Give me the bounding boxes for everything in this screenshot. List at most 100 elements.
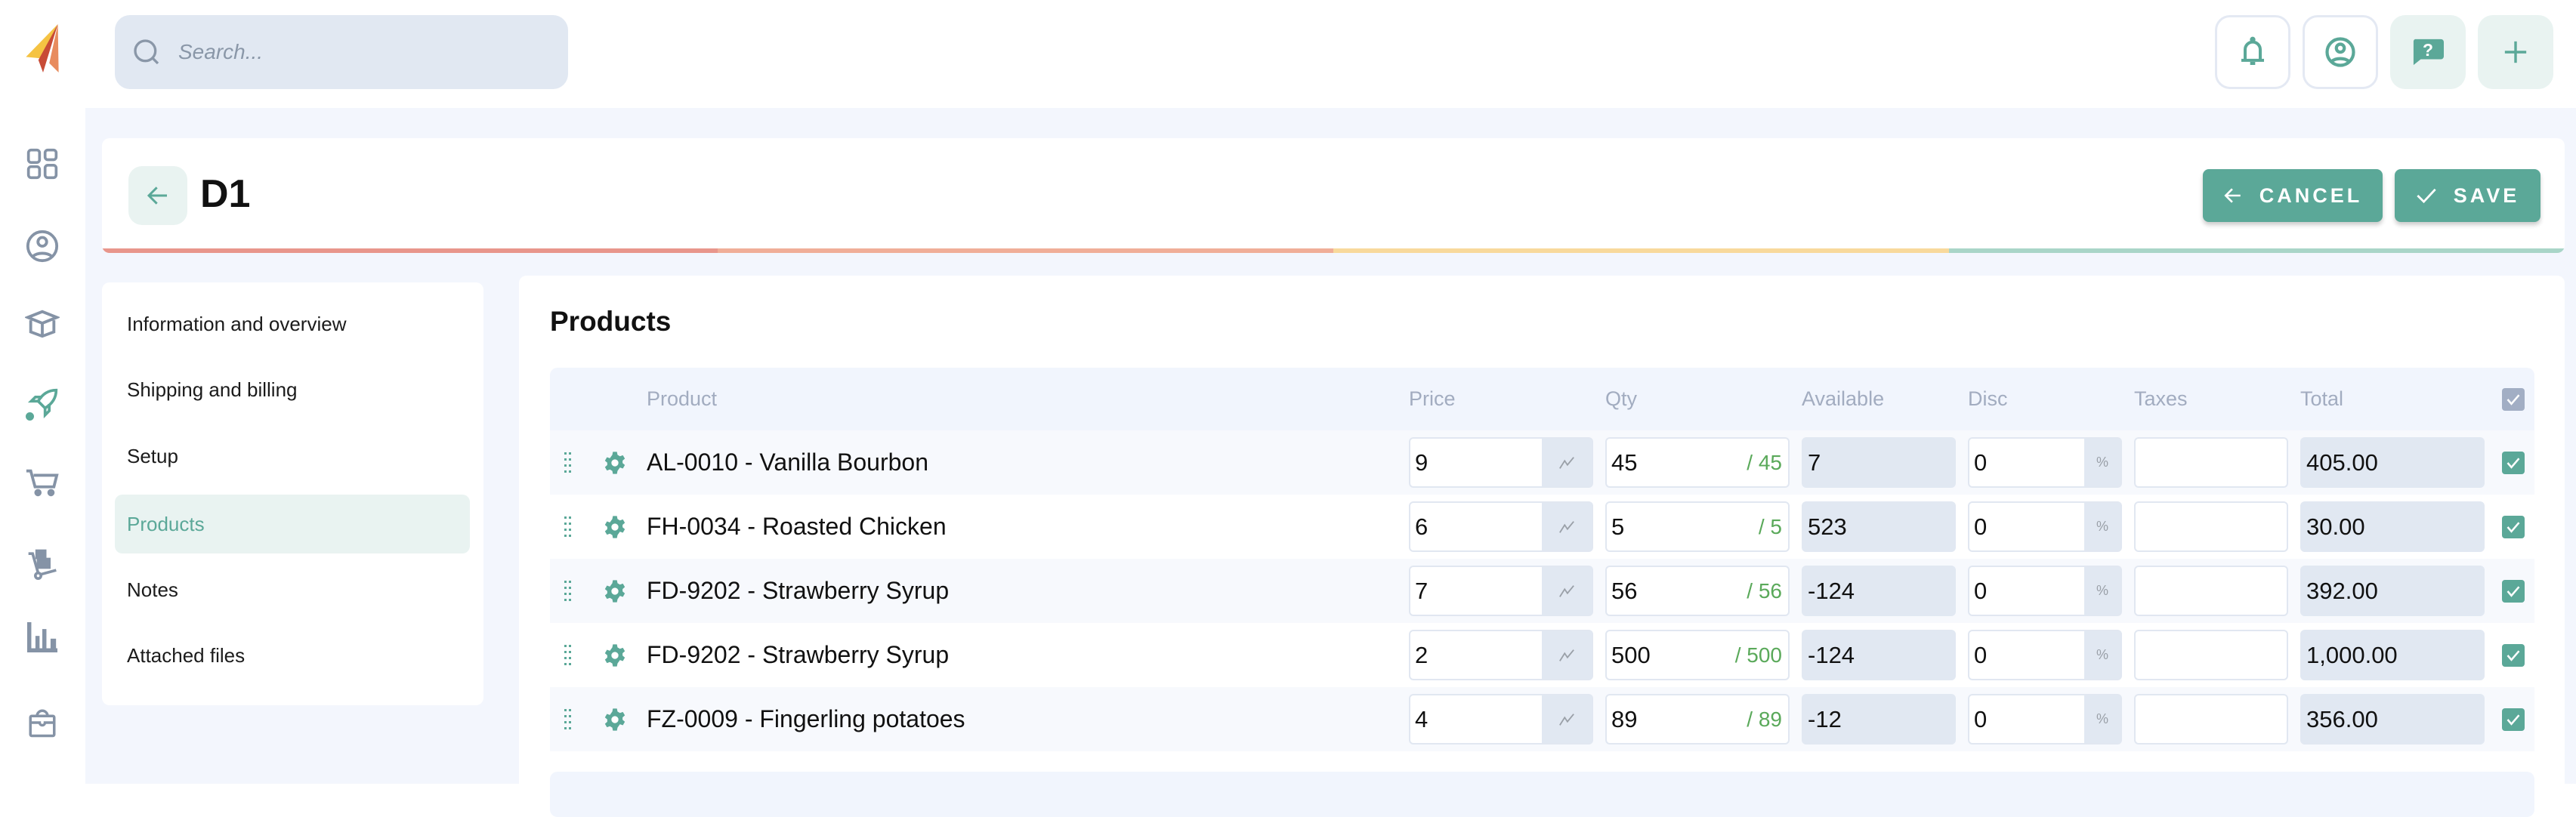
nav-item-notes[interactable]: Notes [115,560,470,619]
price-input[interactable]: 4 [1409,694,1593,745]
row-settings[interactable] [603,495,627,559]
drag-handle-icon [564,708,571,729]
qty-input[interactable]: 56 / 56 [1605,566,1790,616]
cancel-button[interactable]: CANCEL [2203,169,2383,222]
help-chat-icon: ? [2413,39,2444,66]
taxes-input[interactable] [2134,694,2288,745]
price-history-button[interactable] [1542,503,1592,550]
available-value: -124 [1802,630,1956,680]
row-checkbox[interactable] [2502,430,2525,495]
disc-input[interactable]: 0 % [1968,694,2122,745]
trend-icon [1559,584,1574,597]
price-input[interactable]: 7 [1409,566,1593,616]
product-name[interactable]: FD-9202 - Strawberry Syrup [647,577,950,604]
qty-input[interactable]: 5 / 5 [1605,501,1790,552]
row-settings[interactable] [603,559,627,623]
price-history-button[interactable] [1542,439,1592,486]
disc-input[interactable]: 0 % [1968,437,2122,488]
qty-input[interactable]: 500 / 500 [1605,630,1790,680]
help-button[interactable]: ? [2390,15,2466,89]
available-value: 7 [1802,437,1956,488]
price-history-button[interactable] [1542,695,1592,743]
disc-input[interactable]: 0 % [1968,630,2122,680]
table-row: AL-0010 - Vanilla Bourbon 9 45 / 45 7 0 … [550,430,2534,495]
qty-input[interactable]: 45 / 45 [1605,437,1790,488]
profile-button[interactable] [2303,15,2378,89]
disc-input[interactable]: 0 % [1968,566,2122,616]
nav-item-label: Notes [127,578,178,601]
taxes-input[interactable] [2134,566,2288,616]
drag-handle[interactable] [564,687,573,751]
search-bar[interactable] [115,15,568,89]
qty-value: 500 [1611,641,1651,668]
price-history-button[interactable] [1542,567,1592,615]
logo[interactable] [18,24,68,74]
row-settings[interactable] [603,687,627,751]
row-checkbox[interactable] [2502,495,2525,559]
sidebar-item-cart[interactable] [21,461,63,504]
sidebar-item-dashboard[interactable] [21,143,63,185]
notifications-button[interactable] [2215,15,2290,89]
price-input[interactable]: 6 [1409,501,1593,552]
add-button[interactable] [2478,15,2553,89]
back-button[interactable] [128,166,187,225]
row-settings[interactable] [603,623,627,687]
qty-input[interactable]: 89 / 89 [1605,694,1790,745]
drag-handle[interactable] [564,495,573,559]
row-checkbox[interactable] [2502,559,2525,623]
search-input[interactable] [178,40,541,64]
save-label: SAVE [2453,183,2520,207]
col-taxes: Taxes [2134,387,2188,410]
product-name[interactable]: AL-0010 - Vanilla Bourbon [647,449,928,476]
table-row: FH-0034 - Roasted Chicken 6 5 / 5 523 0 … [550,495,2534,559]
taxes-input[interactable] [2134,501,2288,552]
nav-item-information[interactable]: Information and overview [115,294,470,353]
taxes-input[interactable] [2134,630,2288,680]
select-all-checkbox[interactable] [2502,368,2525,430]
disc-unit: % [2084,503,2120,550]
section-nav: Information and overview Shipping and bi… [102,282,483,705]
bag-icon [29,709,56,738]
col-total: Total [2300,387,2344,410]
sidebar-item-reports[interactable] [21,616,63,658]
sidebar-item-products[interactable] [21,302,63,344]
qty-max: / 500 [1734,643,1782,667]
sidebar-item-orders[interactable] [21,383,63,425]
disc-input[interactable]: 0 % [1968,501,2122,552]
nav-item-shipping[interactable]: Shipping and billing [115,360,470,419]
product-name[interactable]: FD-9202 - Strawberry Syrup [647,641,950,668]
table-row: FZ-0009 - Fingerling potatoes 4 89 / 89 … [550,687,2534,751]
sidebar-item-shipping[interactable] [21,542,63,584]
price-input[interactable]: 2 [1409,630,1593,680]
price-input[interactable]: 9 [1409,437,1593,488]
price-history-button[interactable] [1542,631,1592,679]
nav-item-setup[interactable]: Setup [115,427,470,486]
save-button[interactable]: SAVE [2395,169,2540,222]
disc-unit: % [2084,631,2120,679]
nav-item-attached-files[interactable]: Attached files [115,626,470,685]
product-name[interactable]: FH-0034 - Roasted Chicken [647,513,947,540]
nav-item-label: Setup [127,444,178,467]
available-value: -12 [1802,694,1956,745]
drag-handle[interactable] [564,623,573,687]
drag-handle[interactable] [564,430,573,495]
row-checkbox[interactable] [2502,623,2525,687]
gear-icon [604,643,625,667]
check-icon [2507,457,2520,469]
total-value: 30.00 [2300,501,2485,552]
drag-handle-icon [564,644,571,665]
row-settings[interactable] [603,430,627,495]
drag-handle[interactable] [564,559,573,623]
nav-item-products[interactable]: Products [115,495,470,553]
sidebar-item-store[interactable] [21,701,63,744]
taxes-input[interactable] [2134,437,2288,488]
sidebar-item-customers[interactable] [21,225,63,267]
check-icon [2507,649,2520,661]
product-name[interactable]: FZ-0009 - Fingerling potatoes [647,705,965,732]
disc-unit: % [2084,695,2120,743]
disc-value: 0 [1974,513,1988,540]
total-value: 356.00 [2300,694,2485,745]
row-checkbox[interactable] [2502,687,2525,751]
price-value: 2 [1415,641,1429,668]
user-icon [26,230,59,263]
